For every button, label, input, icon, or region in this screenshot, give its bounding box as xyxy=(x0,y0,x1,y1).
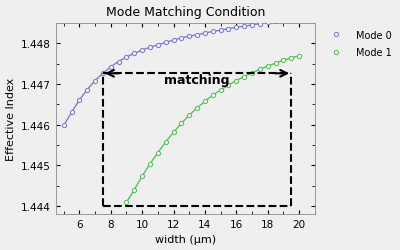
Mode 0 xyxy=(124,56,129,59)
Mode 1 xyxy=(289,57,294,60)
Mode 1 xyxy=(218,89,223,92)
Mode 0 xyxy=(132,53,137,56)
Mode 0 xyxy=(163,42,168,45)
Mode 0 xyxy=(171,39,176,42)
Mode 0 xyxy=(265,22,270,25)
Text: matching: matching xyxy=(164,74,230,86)
Mode 0 xyxy=(273,21,278,24)
Mode 0 xyxy=(156,44,160,47)
Mode 1 xyxy=(210,94,215,98)
Mode 0 xyxy=(77,99,82,102)
Mode 1 xyxy=(202,100,207,103)
Mode 0 xyxy=(234,27,239,30)
Mode 1 xyxy=(226,84,231,87)
Mode 0 xyxy=(108,66,113,69)
X-axis label: width (μm): width (μm) xyxy=(155,234,216,244)
Mode 1 xyxy=(273,62,278,66)
Mode 0 xyxy=(148,46,152,50)
Mode 1 xyxy=(163,141,168,144)
Mode 1 xyxy=(148,163,152,166)
Mode 0 xyxy=(69,112,74,114)
Mode 0 xyxy=(242,26,246,29)
Mode 1 xyxy=(242,76,246,79)
Mode 0 xyxy=(179,37,184,40)
Mode 0 xyxy=(202,32,207,35)
Legend: Mode 0, Mode 1: Mode 0, Mode 1 xyxy=(322,29,394,60)
Mode 0 xyxy=(297,17,302,20)
Mode 0 xyxy=(140,50,144,52)
Mode 0 xyxy=(116,61,121,64)
Mode 0 xyxy=(289,18,294,21)
Mode 1 xyxy=(265,65,270,68)
Mode 1 xyxy=(195,107,200,110)
Mode 1 xyxy=(140,175,144,178)
Mode 0 xyxy=(210,31,215,34)
Title: Mode Matching Condition: Mode Matching Condition xyxy=(106,6,265,18)
Mode 1 xyxy=(234,80,239,83)
Mode 0 xyxy=(250,24,254,27)
Y-axis label: Effective Index: Effective Index xyxy=(6,78,16,160)
Mode 1 xyxy=(297,55,302,58)
Mode 0 xyxy=(218,30,223,32)
Mode 0 xyxy=(93,80,98,83)
Mode 0 xyxy=(187,36,192,39)
Mode 0 xyxy=(195,34,200,37)
Mode 1 xyxy=(258,68,262,71)
Mode 1 xyxy=(187,114,192,117)
Mode 1 xyxy=(124,200,129,203)
Mode 1 xyxy=(132,188,137,191)
Mode 0 xyxy=(61,124,66,127)
Line: Mode 0: Mode 0 xyxy=(62,16,301,128)
Mode 1 xyxy=(156,152,160,154)
Mode 0 xyxy=(85,89,90,92)
Mode 0 xyxy=(100,72,105,76)
Mode 0 xyxy=(226,28,231,31)
Mode 1 xyxy=(281,60,286,62)
Mode 1 xyxy=(179,122,184,125)
Mode 0 xyxy=(281,20,286,22)
Mode 1 xyxy=(171,131,176,134)
Mode 0 xyxy=(258,23,262,26)
Mode 1 xyxy=(250,72,254,75)
Line: Mode 1: Mode 1 xyxy=(124,54,301,204)
